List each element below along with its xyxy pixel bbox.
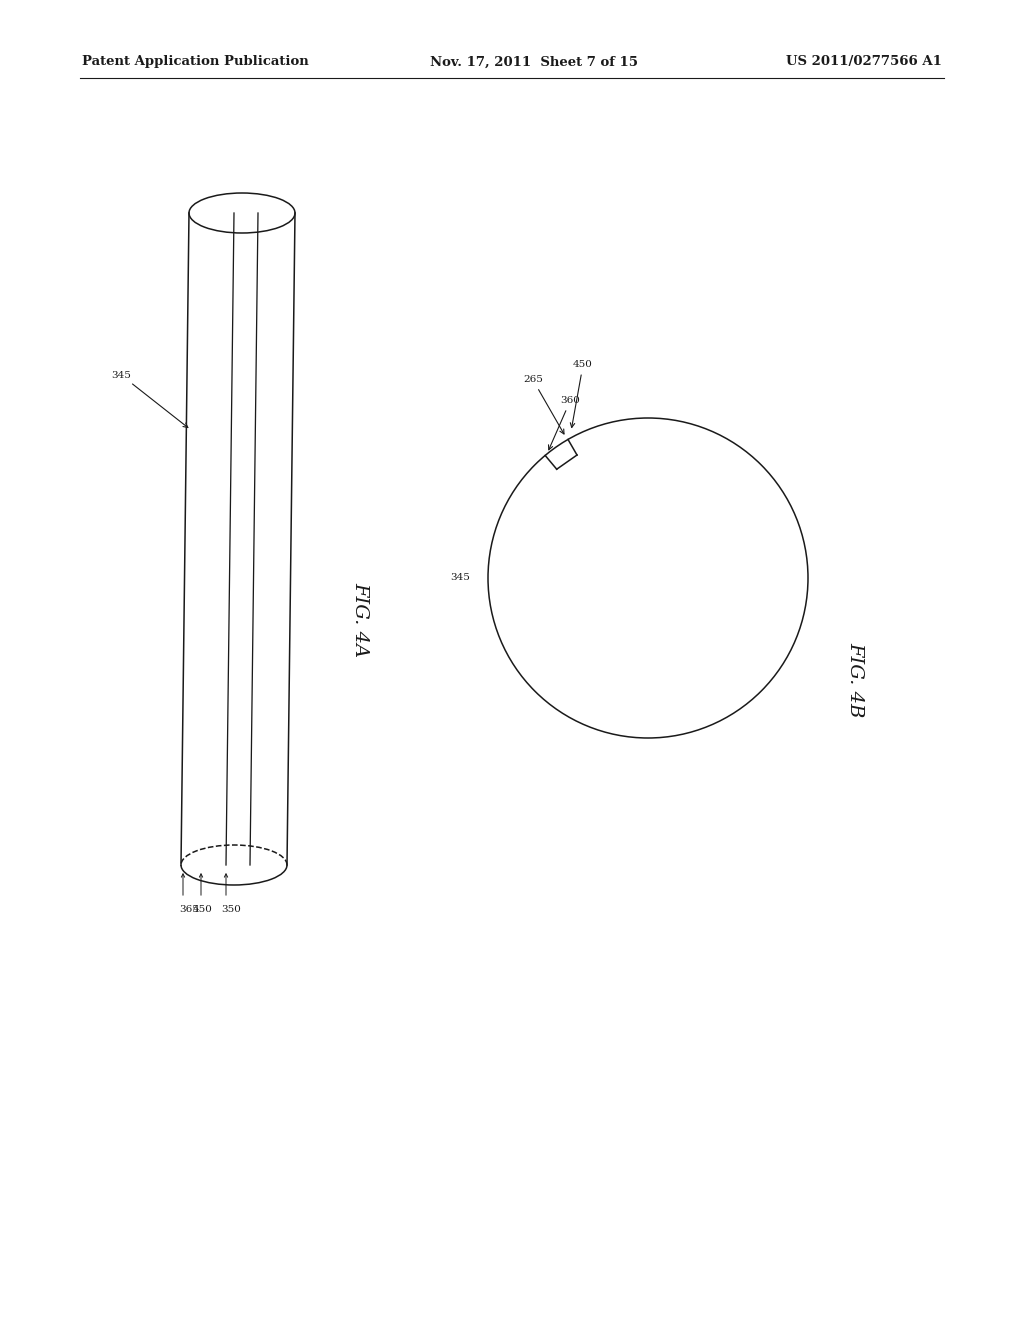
Text: FIG. 4B: FIG. 4B [846,643,864,718]
Text: 360: 360 [549,396,580,450]
Text: 350: 350 [221,906,241,913]
Text: 450: 450 [193,906,213,913]
Text: 345: 345 [451,573,470,582]
Text: Nov. 17, 2011  Sheet 7 of 15: Nov. 17, 2011 Sheet 7 of 15 [430,55,638,69]
Text: 265: 265 [523,375,564,434]
Text: 345: 345 [112,371,187,428]
Text: US 2011/0277566 A1: US 2011/0277566 A1 [786,55,942,69]
Text: FIG. 4A: FIG. 4A [351,582,369,657]
Text: 450: 450 [570,360,593,428]
Text: 365: 365 [179,906,199,913]
Text: Patent Application Publication: Patent Application Publication [82,55,309,69]
